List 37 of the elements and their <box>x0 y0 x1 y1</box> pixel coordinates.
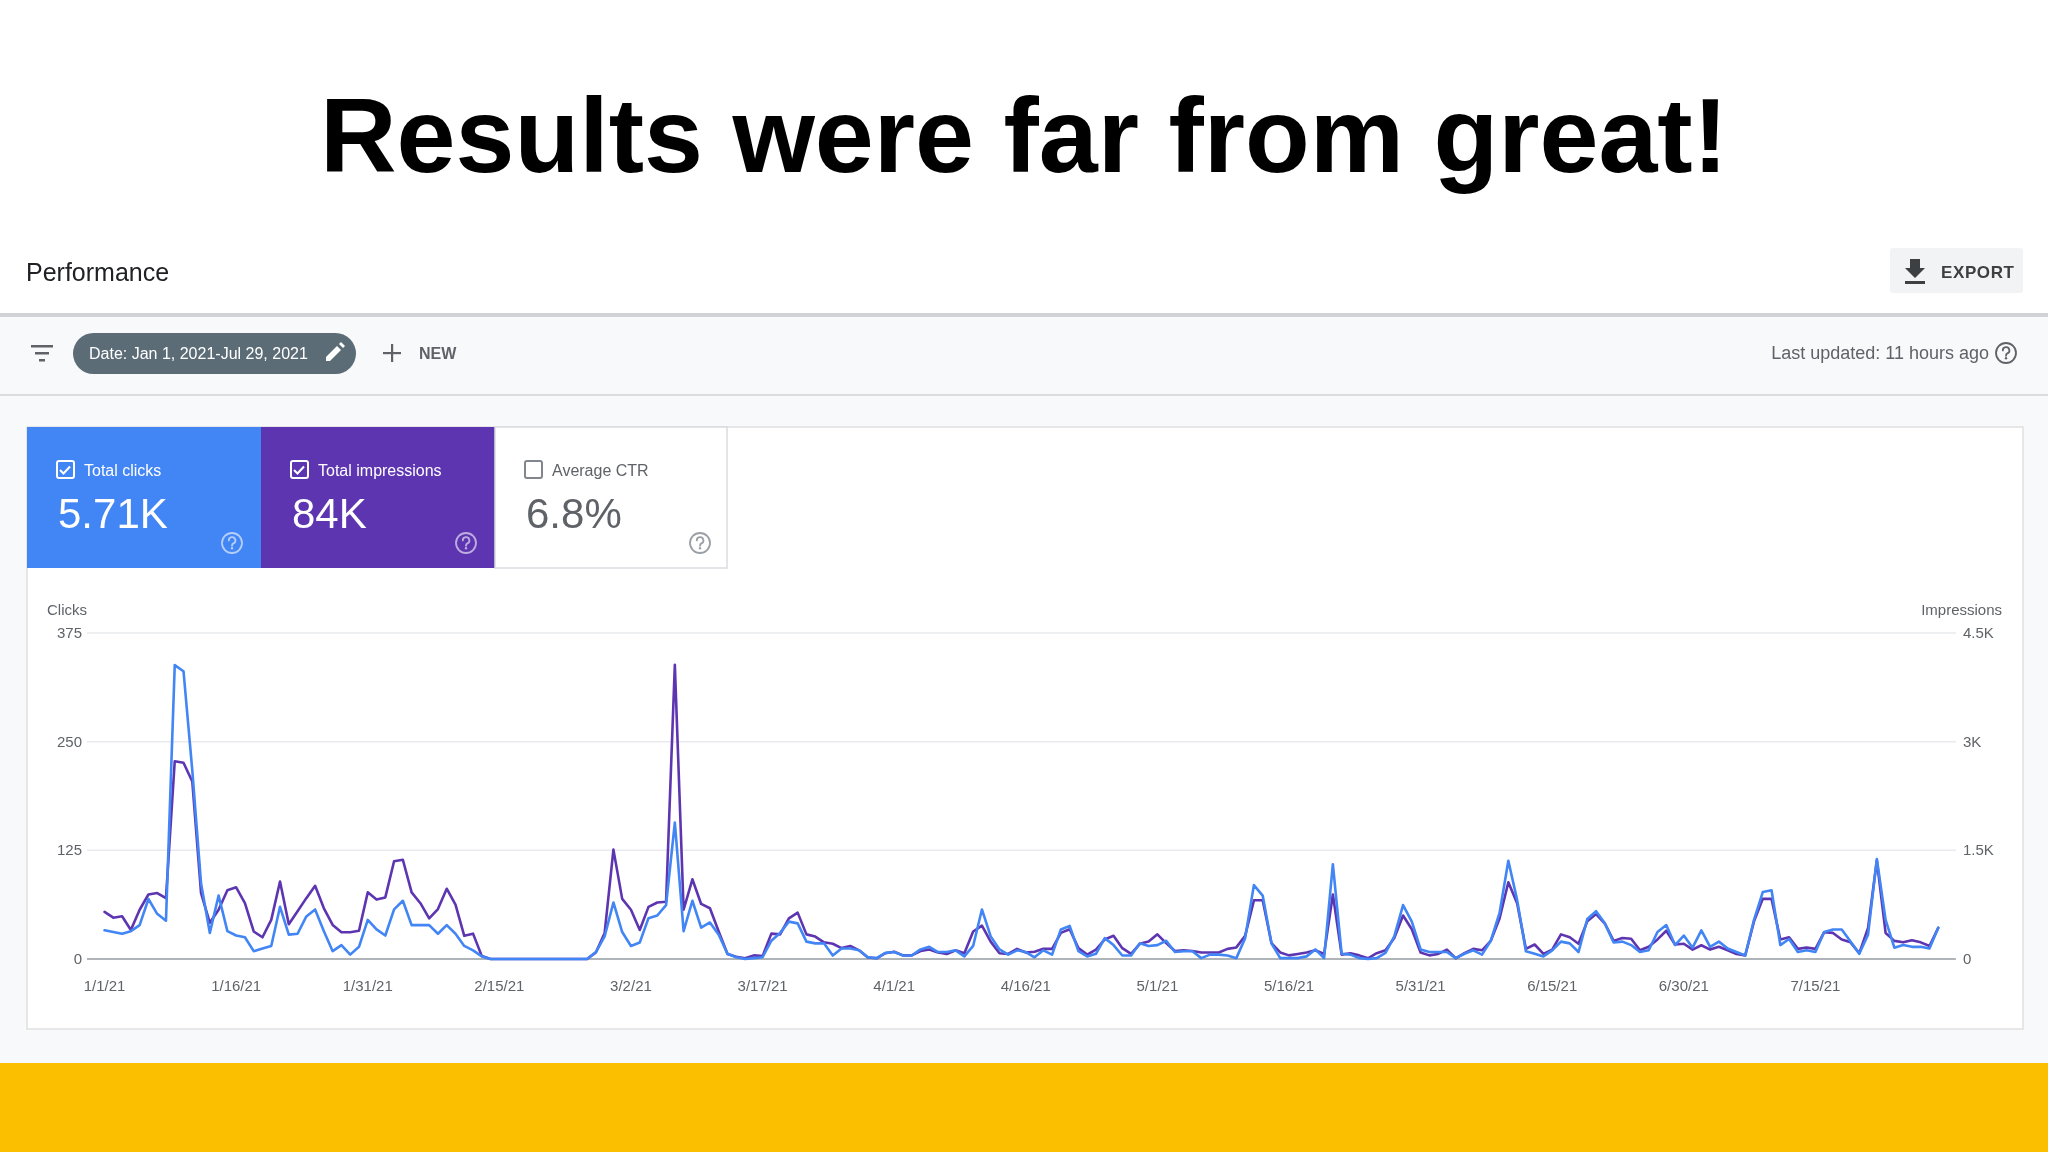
y-tick-label: 250 <box>56 732 82 750</box>
y-tick-label: 375 <box>56 624 82 641</box>
text: Average CTR <box>552 462 649 479</box>
y2-axis-title: Impressions <box>1921 601 2002 618</box>
text: Date: Jan 1, 2021-Jul 29, 2021 <box>89 345 308 362</box>
x-tick-label: 5/31/21 <box>1395 977 1446 994</box>
y2-tick-label: 1.5K <box>1963 841 1994 859</box>
x-tick-label: 4/1/21 <box>873 977 916 994</box>
chart-subtitle: Performance <box>26 258 170 286</box>
x-tick-label: 4/16/21 <box>1000 977 1051 994</box>
x-tick-label: 1/1/21 <box>83 977 126 994</box>
x-tick-label: 6/15/21 <box>1527 977 1578 994</box>
x-tick-label: 2/15/21 <box>474 977 525 994</box>
chart-title: Results were far from great! <box>320 76 1728 194</box>
x-tick-label: 3/2/21 <box>610 977 652 994</box>
x-tick-label: 1/16/21 <box>211 977 262 994</box>
y2-tick-label: 0 <box>1963 950 1972 967</box>
x-tick-label: 6/30/21 <box>1658 977 1709 994</box>
x-tick-label: 7/15/21 <box>1790 977 1841 994</box>
x-tick-label: 1/31/21 <box>342 977 393 994</box>
x-tick-label: 3/17/21 <box>737 977 788 994</box>
y-tick-label: 125 <box>56 841 82 859</box>
y2-tick-label: 4.5K <box>1963 624 1994 641</box>
line-series <box>103 663 1940 961</box>
text: NEW <box>419 345 458 362</box>
text: Last updated: 11 hours ago <box>1771 343 1989 363</box>
legend-label: Total impressions <box>318 462 442 479</box>
text: EXPORT <box>1941 263 2015 282</box>
legend-label: Total clicks <box>84 462 162 479</box>
text: 5.71K <box>58 490 168 537</box>
y-tick-label: 0 <box>73 950 82 967</box>
x-tick-label: 5/16/21 <box>1263 977 1315 994</box>
y-axis-title: Clicks <box>47 601 87 618</box>
y2-tick-label: 3K <box>1963 732 1982 750</box>
text: 6.8% <box>526 490 622 537</box>
x-tick-label: 5/1/21 <box>1136 977 1179 994</box>
text: 84K <box>292 490 367 537</box>
